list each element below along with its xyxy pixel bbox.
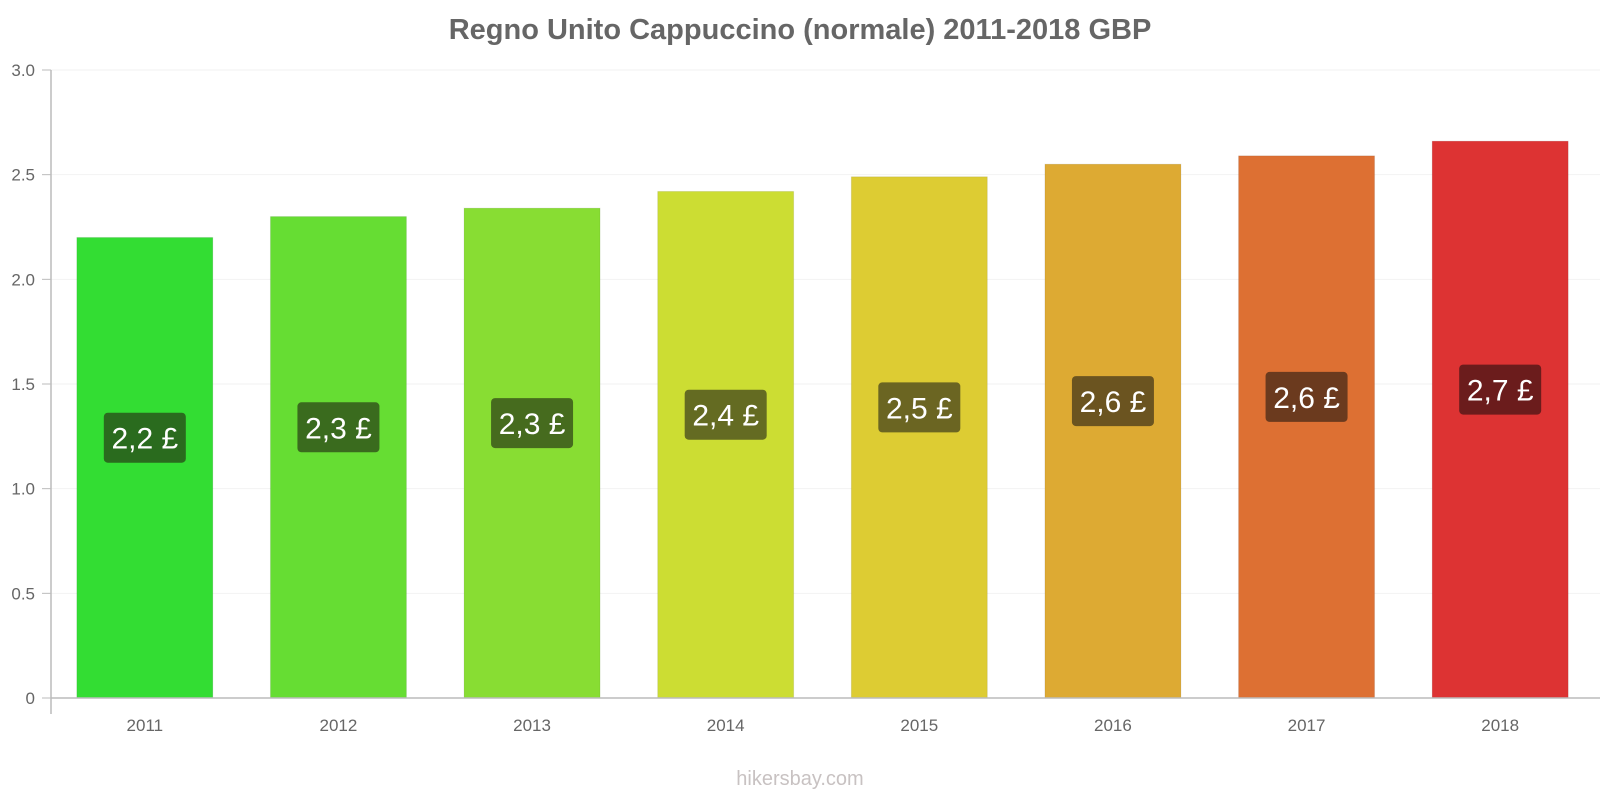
y-tick-label: 3.0 [11, 61, 35, 80]
data-label: 2,5 £ [886, 392, 953, 425]
bar-2018[interactable] [1431, 140, 1569, 699]
data-label: 2,3 £ [499, 408, 566, 441]
x-tick-label: 2016 [1094, 716, 1132, 735]
data-label-box [1459, 364, 1542, 415]
data-label: 2,6 £ [1273, 382, 1340, 415]
x-tick-label: 2015 [900, 716, 938, 735]
x-tick-label: 2013 [513, 716, 551, 735]
y-tick-label: 0.5 [11, 584, 35, 603]
y-tick-label: 1.5 [11, 375, 35, 394]
data-label: 2,3 £ [305, 412, 372, 445]
y-tick-label: 2.5 [11, 166, 35, 185]
x-tick-label: 2018 [1481, 716, 1519, 735]
data-label-box [1071, 376, 1154, 427]
data-label: 2,6 £ [1080, 386, 1147, 419]
axes [50, 70, 1600, 714]
data-label-box [1265, 371, 1348, 422]
bar-2014[interactable] [657, 190, 795, 699]
bar-2011[interactable] [76, 236, 214, 699]
y-axis-ticks: 0 0.5 1.0 1.5 2.0 2.5 3.0 [11, 61, 51, 708]
bar-2016[interactable] [1044, 163, 1182, 699]
bar-2015[interactable] [850, 176, 988, 699]
data-label: 2,4 £ [692, 400, 759, 433]
watermark: hikersbay.com [736, 768, 864, 790]
bar-2013[interactable] [463, 207, 601, 699]
data-label-box [491, 398, 574, 449]
bars [76, 140, 1569, 699]
data-label-box [103, 412, 186, 463]
x-axis-ticks: 2011 2012 2013 2014 2015 2016 2017 2018 [127, 716, 1520, 735]
x-tick-label: 2011 [127, 716, 164, 735]
y-tick-label: 1.0 [11, 480, 35, 499]
data-label-box [297, 402, 380, 453]
x-tick-label: 2014 [707, 716, 745, 735]
data-labels: 2,2 £ 2,3 £ 2,3 £ 2,4 £ 2,5 £ 2,6 £ 2,6 £ 2,7 £ [103, 364, 1542, 463]
y-tick-label: 0 [26, 689, 35, 708]
data-label: 2,2 £ [111, 423, 178, 456]
data-label: 2,7 £ [1467, 375, 1534, 408]
bar-2017[interactable] [1238, 155, 1376, 699]
bar-2012[interactable] [269, 216, 407, 699]
y-tick-label: 2.0 [11, 270, 35, 289]
chart-title: Regno Unito Cappuccino (normale) 2011-20… [448, 14, 1152, 46]
data-label-box [878, 382, 961, 433]
x-tick-label: 2012 [320, 716, 358, 735]
x-tick-label: 2017 [1288, 716, 1326, 735]
data-label-box [684, 389, 767, 440]
